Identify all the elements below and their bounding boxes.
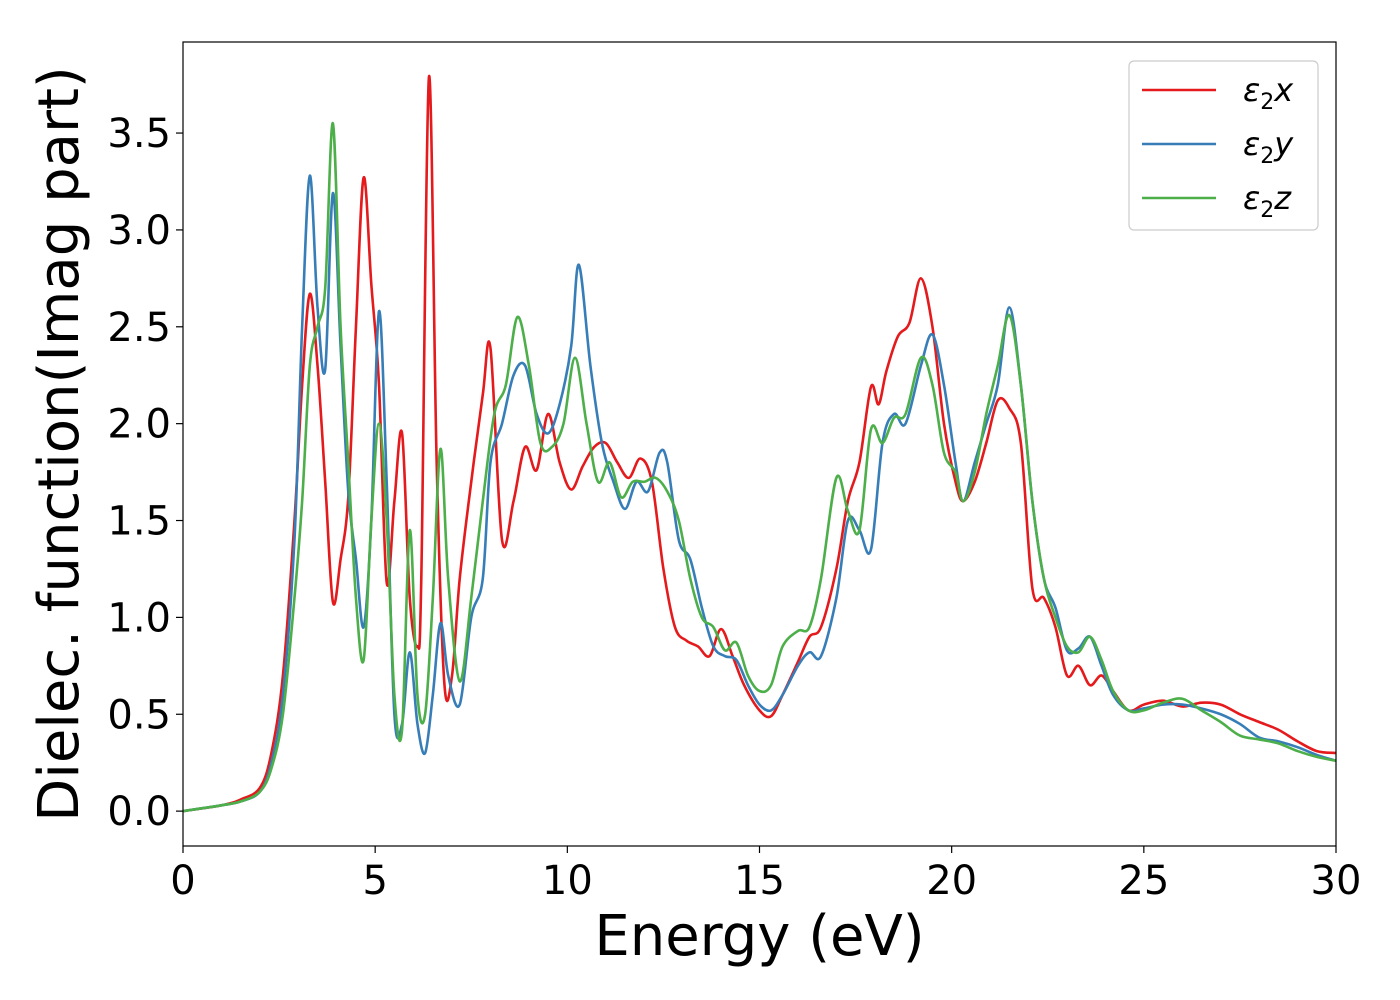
x-tick-label: 15	[734, 858, 785, 904]
y-tick-label: 0.0	[107, 789, 171, 835]
legend-label: ε2z	[1243, 179, 1292, 223]
legend-label: ε2x	[1243, 71, 1294, 115]
legend: ε2x ε2y ε2z	[1128, 60, 1319, 231]
x-tick-label: 10	[542, 858, 593, 904]
y-tick-label: 0.5	[107, 692, 171, 738]
x-tick-label: 5	[362, 858, 387, 904]
plot-lines	[183, 74, 1336, 813]
x-tick-label: 30	[1311, 858, 1362, 904]
y-tick-label: 1.5	[107, 499, 171, 545]
y-axis: 0.0 0.5 1.0 1.5 2.0 2.5 3.0 3.5	[107, 111, 183, 835]
series-line-x	[183, 74, 1336, 813]
legend-label: ε2y	[1243, 125, 1294, 169]
y-tick-label: 2.5	[107, 305, 171, 351]
y-axis-label: Dielec. function(Imag part)	[27, 66, 92, 822]
x-tick-label: 20	[926, 858, 977, 904]
x-axis-label: Energy (eV)	[594, 904, 924, 969]
y-tick-label: 3.0	[107, 208, 171, 254]
x-tick-label: 25	[1118, 858, 1169, 904]
y-tick-label: 1.0	[107, 595, 171, 641]
y-tick-label: 3.5	[107, 111, 171, 157]
x-tick-label: 0	[170, 858, 195, 904]
legend-box	[1128, 60, 1319, 231]
y-tick-label: 2.0	[107, 402, 171, 448]
x-axis: 0 5 10 15 20 25 30	[170, 846, 1361, 904]
series-line-z	[183, 122, 1336, 813]
